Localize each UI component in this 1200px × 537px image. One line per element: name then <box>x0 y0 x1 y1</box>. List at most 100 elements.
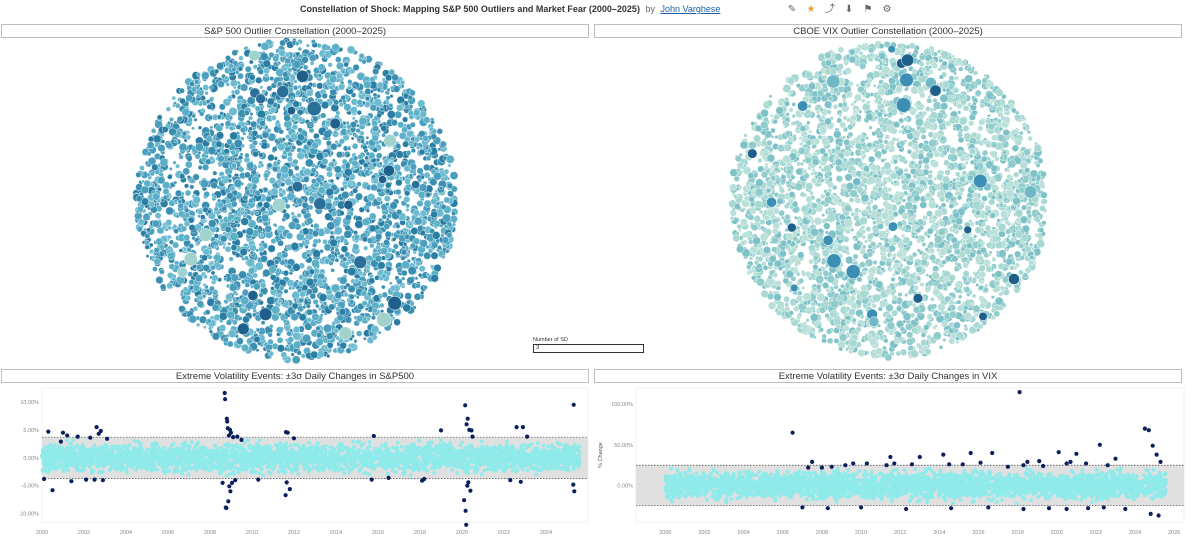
sp-bubble[interactable] <box>249 244 257 252</box>
sp-bubble[interactable] <box>272 61 279 67</box>
sp-bubble[interactable] <box>180 225 188 232</box>
sp-bubble[interactable] <box>228 256 234 262</box>
sp-bubble[interactable] <box>302 333 312 343</box>
sp-bubble[interactable] <box>391 248 397 254</box>
sp-bubble[interactable] <box>235 148 240 154</box>
sp-bubble[interactable] <box>253 335 261 343</box>
vix-bubble[interactable] <box>784 144 792 152</box>
sp-bubble[interactable] <box>385 188 391 194</box>
sp-bubble[interactable] <box>135 195 143 203</box>
sp-bubble[interactable] <box>412 237 420 245</box>
sp-bubble[interactable] <box>231 227 238 233</box>
sp-bubble[interactable] <box>305 43 310 48</box>
sp-bubble[interactable] <box>270 187 279 196</box>
sp-bubble[interactable] <box>308 54 317 62</box>
sp-bubble[interactable] <box>233 85 237 90</box>
sp-bubble[interactable] <box>194 153 201 160</box>
vix-bubble[interactable] <box>756 114 763 120</box>
vix-bubble[interactable] <box>1027 135 1033 142</box>
sp-bubble[interactable] <box>297 84 302 90</box>
sp-bubble[interactable] <box>185 160 193 169</box>
sp-bubble[interactable] <box>246 209 252 215</box>
sp-bubble[interactable] <box>249 112 254 116</box>
sp-bubble[interactable] <box>186 130 191 135</box>
sp-bubble[interactable] <box>285 97 290 103</box>
sp-bubble[interactable] <box>296 197 304 205</box>
sp-bubble[interactable] <box>321 92 328 99</box>
sp-bubble[interactable] <box>323 243 332 252</box>
sp-bubble[interactable] <box>433 171 442 181</box>
sp-bubble[interactable] <box>345 176 350 182</box>
sp-bubble[interactable] <box>228 107 238 116</box>
vix-bubble[interactable] <box>977 125 984 132</box>
sp-bubble[interactable] <box>317 306 322 311</box>
sp-large-bubble[interactable] <box>378 175 387 184</box>
sp-bubble[interactable] <box>197 208 204 215</box>
sp-bubble[interactable] <box>304 190 311 197</box>
sp-large-bubble[interactable] <box>291 181 304 193</box>
sp-bubble[interactable] <box>301 201 309 209</box>
sp-bubble[interactable] <box>352 187 359 194</box>
sp-bubble[interactable] <box>290 81 295 86</box>
sp-bubble[interactable] <box>288 221 297 230</box>
sp-bubble[interactable] <box>449 214 458 223</box>
sp-bubble[interactable] <box>306 89 314 97</box>
sp-bubble[interactable] <box>146 141 155 149</box>
sp-bubble[interactable] <box>297 280 304 287</box>
sp-bubble[interactable] <box>372 307 378 314</box>
sp-bubble[interactable] <box>252 139 258 146</box>
sp-bubble[interactable] <box>186 175 191 180</box>
vix-bubble[interactable] <box>771 246 778 253</box>
vix-bubble[interactable] <box>948 55 953 60</box>
sp-bubble[interactable] <box>405 150 412 156</box>
sp-bubble[interactable] <box>266 85 273 92</box>
sp-bubble[interactable] <box>222 245 226 250</box>
sp-large-bubble[interactable] <box>338 326 353 341</box>
sp-bubble[interactable] <box>139 165 145 171</box>
sp-bubble[interactable] <box>423 163 431 172</box>
sp-bubble[interactable] <box>172 241 180 249</box>
sp-bubble[interactable] <box>406 130 414 138</box>
sp-bubble[interactable] <box>173 198 178 204</box>
sp-bubble[interactable] <box>137 218 145 226</box>
sp-large-bubble[interactable] <box>387 296 402 311</box>
sp-bubble[interactable] <box>266 97 275 106</box>
vix-bubble[interactable] <box>875 267 881 273</box>
sp-bubble[interactable] <box>179 97 186 105</box>
sp-bubble[interactable] <box>263 67 271 75</box>
sp-bubble[interactable] <box>213 244 218 249</box>
sp-bubble[interactable] <box>290 352 295 357</box>
sp-bubble[interactable] <box>345 128 352 135</box>
sp-large-bubble[interactable] <box>237 322 250 336</box>
sp-bubble[interactable] <box>429 177 438 186</box>
sp-bubble[interactable] <box>259 233 264 238</box>
sp-bubble[interactable] <box>410 227 419 235</box>
sp-bubble[interactable] <box>320 100 330 110</box>
sp-bubble[interactable] <box>348 293 355 300</box>
sp-bubble[interactable] <box>443 168 450 175</box>
sp-bubble[interactable] <box>270 238 277 245</box>
sp-bubble[interactable] <box>219 311 228 321</box>
sp-bubble[interactable] <box>244 282 251 288</box>
sp-bubble[interactable] <box>217 201 224 209</box>
sp-bubble[interactable] <box>172 223 178 229</box>
sp-bubble[interactable] <box>278 128 284 135</box>
sp-bubble[interactable] <box>373 98 382 107</box>
sp-bubble[interactable] <box>432 231 441 240</box>
edit-icon[interactable]: ✎ <box>787 4 797 15</box>
sp-bubble[interactable] <box>418 272 423 278</box>
sp-bubble[interactable] <box>389 201 398 210</box>
download-icon[interactable]: ⬇ <box>844 4 854 15</box>
sp-bubble[interactable] <box>368 212 377 221</box>
sp-bubble[interactable] <box>284 146 291 153</box>
sp-bubble[interactable] <box>228 63 234 69</box>
sp-large-bubble[interactable] <box>272 198 286 212</box>
sp-bubble[interactable] <box>377 261 386 270</box>
sp-bubble[interactable] <box>383 239 390 246</box>
vix-bubble[interactable] <box>826 337 834 345</box>
sp-bubble[interactable] <box>352 243 360 251</box>
sp-bubble[interactable] <box>197 125 203 130</box>
sp-bubble[interactable] <box>297 127 303 133</box>
sp-large-bubble[interactable] <box>306 101 322 116</box>
sp-bubble[interactable] <box>268 51 275 58</box>
